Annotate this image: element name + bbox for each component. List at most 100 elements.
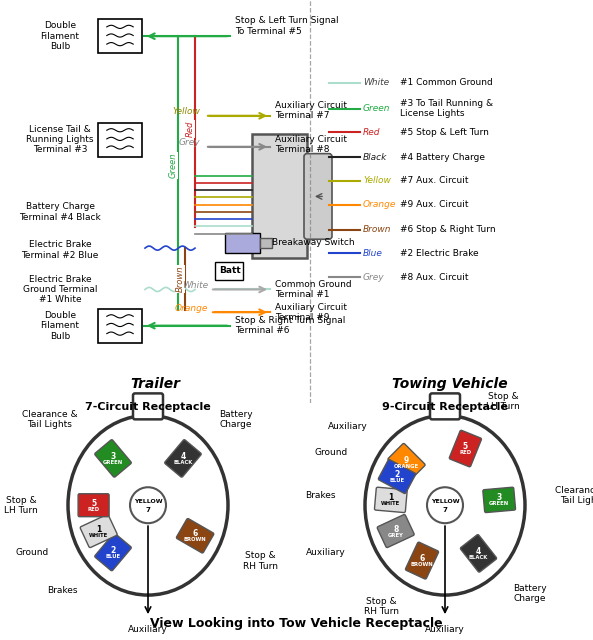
Text: 6: 6 [419, 554, 425, 563]
Text: YELLOW: YELLOW [431, 499, 460, 504]
Text: Yellow: Yellow [172, 107, 200, 116]
Text: BLUE: BLUE [106, 554, 120, 559]
Text: Auxiliary: Auxiliary [305, 548, 345, 557]
Text: #1 Common Ground: #1 Common Ground [400, 78, 493, 87]
Text: #3 To Tail Running &
License Lights: #3 To Tail Running & License Lights [400, 99, 493, 118]
Text: GREEN: GREEN [103, 460, 123, 465]
Text: #9 Aux. Circuit: #9 Aux. Circuit [400, 200, 468, 209]
FancyBboxPatch shape [375, 487, 407, 513]
Text: #5 Stop & Left Turn: #5 Stop & Left Turn [400, 128, 489, 137]
Text: Red: Red [363, 128, 381, 137]
Text: Stop & Left Turn Signal
To Terminal #5: Stop & Left Turn Signal To Terminal #5 [235, 16, 339, 36]
Text: #8 Aux. Circuit: #8 Aux. Circuit [400, 273, 468, 282]
Text: 2: 2 [110, 545, 116, 554]
Text: WHITE: WHITE [89, 532, 109, 538]
Text: View Looking into Tow Vehicle Receptacle: View Looking into Tow Vehicle Receptacle [149, 617, 442, 630]
Bar [98, 19, 142, 53]
Text: Auxiliary: Auxiliary [327, 422, 367, 431]
Text: Ground: Ground [15, 548, 48, 557]
Text: RED: RED [88, 507, 100, 512]
Text: Blue: Blue [363, 249, 383, 258]
Bar [98, 308, 142, 342]
Text: Brakes: Brakes [305, 491, 336, 500]
Text: #6 Stop & Right Turn: #6 Stop & Right Turn [400, 225, 496, 234]
FancyBboxPatch shape [78, 493, 109, 516]
Text: 7-Circuit Receptacle: 7-Circuit Receptacle [85, 403, 211, 412]
Text: Grey: Grey [178, 138, 200, 147]
Text: 8: 8 [393, 525, 398, 534]
Circle shape [427, 487, 463, 523]
Text: White: White [363, 78, 389, 87]
Bar [98, 122, 142, 157]
Text: Clearance &
Tail Lights: Clearance & Tail Lights [554, 486, 593, 505]
FancyBboxPatch shape [133, 394, 163, 419]
FancyBboxPatch shape [80, 515, 117, 548]
Text: Electric Brake
Ground Terminal
#1 White: Electric Brake Ground Terminal #1 White [23, 275, 97, 305]
Bar [260, 238, 272, 248]
Text: 6: 6 [193, 529, 197, 538]
FancyBboxPatch shape [483, 487, 515, 513]
Text: Auxiliary: Auxiliary [128, 625, 168, 634]
Text: Grey: Grey [363, 273, 385, 282]
Text: 2: 2 [394, 470, 400, 479]
Circle shape [130, 487, 166, 523]
Text: Green: Green [363, 104, 391, 113]
Text: Double
Filament
Bulb: Double Filament Bulb [40, 311, 79, 340]
Text: GREEN: GREEN [489, 501, 509, 506]
Text: 3: 3 [110, 452, 116, 461]
Text: ORANGE: ORANGE [394, 463, 419, 468]
Text: Auxiliary Circuit
Terminal #9: Auxiliary Circuit Terminal #9 [275, 303, 347, 322]
Text: Trailer: Trailer [130, 377, 180, 391]
Bar [252, 134, 307, 259]
Text: Auxiliary Circuit
Terminal #8: Auxiliary Circuit Terminal #8 [275, 135, 347, 154]
Text: #4 Battery Charge: #4 Battery Charge [400, 153, 485, 162]
Text: Double
Filament
Bulb: Double Filament Bulb [40, 21, 79, 51]
Text: Ground: Ground [315, 448, 348, 457]
Text: BLACK: BLACK [173, 460, 193, 465]
Text: Stop &
LH Turn: Stop & LH Turn [4, 495, 38, 515]
Text: Battery
Charge: Battery Charge [513, 584, 546, 603]
Text: Red: Red [186, 121, 195, 138]
Text: WHITE: WHITE [381, 501, 400, 506]
Text: Auxiliary Circuit
Terminal #7: Auxiliary Circuit Terminal #7 [275, 101, 347, 120]
Text: Breakaway Switch: Breakaway Switch [272, 239, 355, 248]
Text: BROWN: BROWN [184, 537, 206, 542]
Text: Orange: Orange [174, 303, 208, 312]
Text: Common Ground
Terminal #1: Common Ground Terminal #1 [275, 280, 352, 299]
Text: BROWN: BROWN [410, 562, 433, 567]
Bar [215, 262, 243, 280]
Text: License Tail &
Running Lights
Terminal #3: License Tail & Running Lights Terminal #… [26, 125, 94, 154]
Text: Battery Charge
Terminal #4 Black: Battery Charge Terminal #4 Black [19, 202, 101, 221]
Text: Orange: Orange [363, 200, 396, 209]
Text: 3: 3 [496, 493, 502, 502]
Text: Stop & Right Turn Signal
Terminal #6: Stop & Right Turn Signal Terminal #6 [235, 316, 345, 335]
FancyBboxPatch shape [95, 440, 131, 477]
Text: 4: 4 [476, 547, 481, 556]
Text: 5: 5 [91, 499, 96, 508]
Text: 7: 7 [442, 508, 448, 513]
Text: Clearance &
Tail Lights: Clearance & Tail Lights [22, 410, 77, 429]
Text: Yellow: Yellow [363, 177, 391, 186]
Text: 7: 7 [145, 508, 151, 513]
Text: 4: 4 [180, 452, 186, 461]
Text: 1: 1 [388, 493, 393, 502]
Text: Electric Brake
Terminal #2 Blue: Electric Brake Terminal #2 Blue [21, 241, 98, 260]
Text: #2 Electric Brake: #2 Electric Brake [400, 249, 479, 258]
Text: Stop &
RH Turn: Stop & RH Turn [243, 552, 278, 571]
Text: 9-Circuit Receptacle: 9-Circuit Receptacle [382, 403, 508, 412]
Text: Battery
Charge: Battery Charge [219, 410, 253, 429]
Text: Green: Green [168, 153, 177, 178]
Text: GREY: GREY [388, 532, 404, 538]
FancyBboxPatch shape [378, 460, 416, 493]
FancyBboxPatch shape [377, 515, 414, 548]
Bar [225, 232, 260, 253]
FancyBboxPatch shape [388, 444, 425, 481]
Text: Brown: Brown [363, 225, 391, 234]
Text: Black: Black [363, 153, 387, 162]
FancyBboxPatch shape [95, 533, 131, 571]
Text: Stop &
RH Turn: Stop & RH Turn [364, 597, 398, 616]
FancyBboxPatch shape [176, 518, 214, 553]
Text: 9: 9 [404, 456, 409, 465]
Text: YELLOW: YELLOW [133, 499, 162, 504]
Text: Stop &
LH Turn: Stop & LH Turn [486, 392, 520, 412]
